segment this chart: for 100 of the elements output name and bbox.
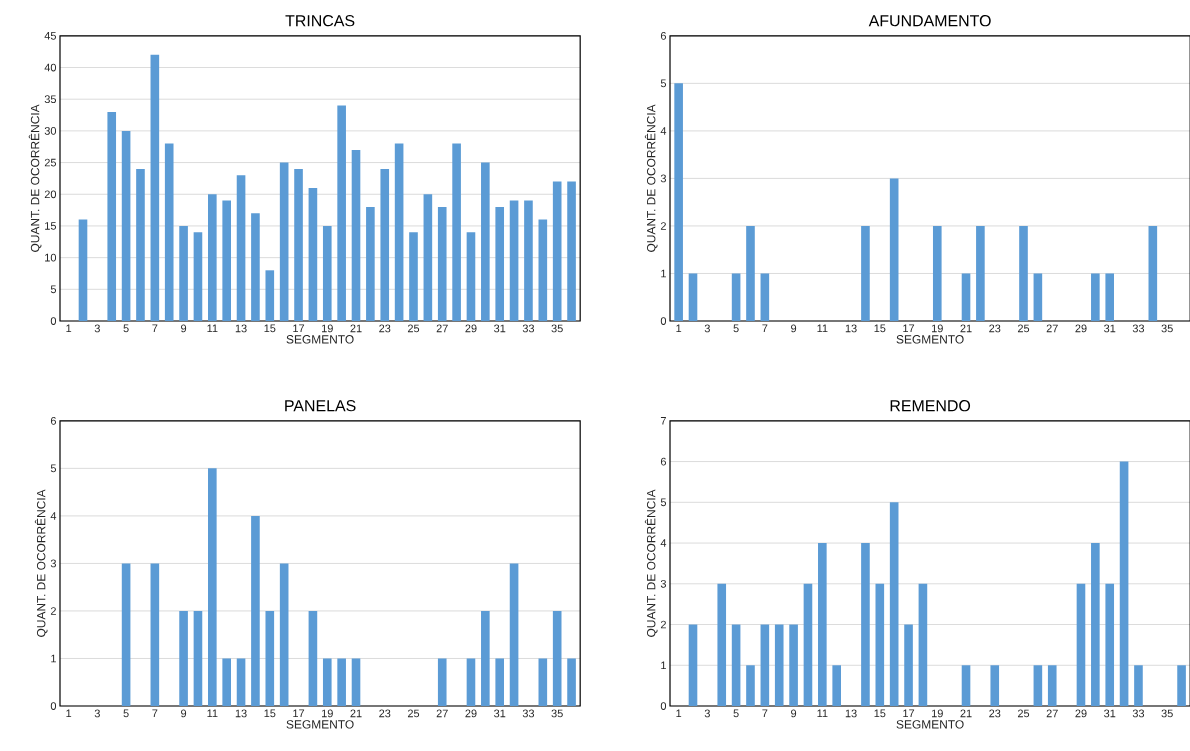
bar xyxy=(193,610,203,706)
y-tick-label: 6 xyxy=(660,31,666,40)
y-tick-label: 30 xyxy=(44,127,57,135)
bar xyxy=(552,181,562,321)
x-tick-label: 27 xyxy=(436,324,448,333)
y-tick-label: 0 xyxy=(50,317,57,325)
bar xyxy=(1119,461,1129,706)
x-tick-label: 17 xyxy=(903,324,915,333)
x-tick-label: 23 xyxy=(379,324,391,333)
bar xyxy=(1177,665,1186,706)
y-axis-title: QUANT. DE OCORRÊNCIA xyxy=(644,104,658,252)
y-axis-title: QUANT. DE OCORRÊNCIA xyxy=(28,104,42,252)
x-tick-label: 31 xyxy=(494,709,506,718)
bar xyxy=(107,111,117,321)
x-tick-label: 27 xyxy=(1046,324,1058,333)
x-tick-label: 33 xyxy=(1132,324,1145,333)
bar xyxy=(236,175,246,321)
bar xyxy=(904,624,913,706)
x-tick-label: 21 xyxy=(960,324,972,333)
x-tick-label: 35 xyxy=(1161,324,1173,333)
bar xyxy=(731,624,741,706)
bar xyxy=(308,187,318,321)
x-tick-label: 29 xyxy=(1075,709,1087,718)
x-tick-label: 15 xyxy=(874,709,886,718)
x-tick-label: 21 xyxy=(960,709,972,718)
bar xyxy=(567,181,576,321)
bar xyxy=(1134,665,1143,706)
y-tick-label: 0 xyxy=(660,317,667,325)
bar xyxy=(222,200,231,321)
x-tick-label: 9 xyxy=(181,709,187,718)
chart-title: AFUNDAMENTO xyxy=(868,15,991,27)
y-tick-label: 0 xyxy=(660,702,667,710)
y-tick-label: 5 xyxy=(50,285,57,294)
bar xyxy=(222,658,231,706)
x-tick-label: 11 xyxy=(817,324,828,333)
bar xyxy=(538,219,548,321)
bar xyxy=(688,273,698,321)
y-tick-label: 1 xyxy=(661,661,666,670)
bar xyxy=(1091,543,1100,706)
bar xyxy=(466,658,476,706)
x-tick-label: 21 xyxy=(350,324,362,333)
bar xyxy=(366,206,375,321)
x-tick-label: 19 xyxy=(322,709,333,718)
y-tick-label: 15 xyxy=(45,222,57,230)
bar xyxy=(760,273,770,321)
bar xyxy=(78,219,88,321)
bar xyxy=(1033,273,1043,321)
bar xyxy=(746,225,755,321)
bar xyxy=(760,624,770,706)
x-tick-label: 27 xyxy=(436,709,448,718)
bar xyxy=(179,610,188,706)
y-tick-label: 1 xyxy=(661,269,666,278)
bar xyxy=(976,225,985,321)
bar xyxy=(717,583,727,706)
x-tick-label: 25 xyxy=(407,324,420,333)
x-tick-label: 1 xyxy=(676,709,682,718)
x-tick-label: 9 xyxy=(181,324,187,333)
x-tick-label: 23 xyxy=(989,324,1001,333)
x-tick-label: 5 xyxy=(733,324,739,333)
bar xyxy=(538,658,548,706)
y-axis-title: QUANT. DE OCORRÊNCIA xyxy=(34,489,48,637)
bar xyxy=(481,610,490,706)
bar xyxy=(1019,225,1028,321)
x-tick-label: 19 xyxy=(932,324,943,333)
x-tick-label: 29 xyxy=(465,324,477,333)
bar xyxy=(961,273,971,321)
y-tick-label: 5 xyxy=(660,79,667,88)
bar xyxy=(164,143,174,321)
x-tick-label: 25 xyxy=(1017,709,1030,718)
x-tick-label: 1 xyxy=(66,709,72,718)
y-tick-label: 45 xyxy=(44,32,57,40)
bar xyxy=(236,658,246,706)
y-tick-label: 20 xyxy=(44,190,57,199)
bar xyxy=(265,610,275,706)
chart-title: PANELAS xyxy=(285,400,356,412)
y-tick-label: 2 xyxy=(660,222,666,230)
bar xyxy=(803,583,813,706)
x-tick-label: 35 xyxy=(551,324,563,333)
y-tick-label: 40 xyxy=(44,63,57,72)
x-tick-label: 33 xyxy=(522,709,535,718)
x-tick-label: 7 xyxy=(152,324,158,333)
bar xyxy=(337,658,346,706)
x-tick-label: 13 xyxy=(845,324,857,333)
x-tick-label: 33 xyxy=(522,324,535,333)
x-tick-label: 19 xyxy=(322,324,333,333)
bar xyxy=(1105,273,1115,321)
x-tick-label: 17 xyxy=(293,709,305,718)
y-tick-label: 3 xyxy=(50,559,56,568)
x-tick-label: 9 xyxy=(791,324,797,333)
y-tick-label: 1 xyxy=(51,654,56,663)
bar xyxy=(322,658,332,706)
x-tick-label: 3 xyxy=(94,324,100,333)
x-tick-label: 25 xyxy=(407,709,420,718)
y-tick-label: 6 xyxy=(50,416,56,425)
x-tick-label: 11 xyxy=(207,709,218,718)
y-tick-label: 3 xyxy=(660,579,666,588)
x-tick-label: 3 xyxy=(704,324,710,333)
y-tick-label: 6 xyxy=(660,457,666,466)
x-axis-title: SEGMENTO xyxy=(896,335,964,344)
bar xyxy=(1047,665,1057,706)
